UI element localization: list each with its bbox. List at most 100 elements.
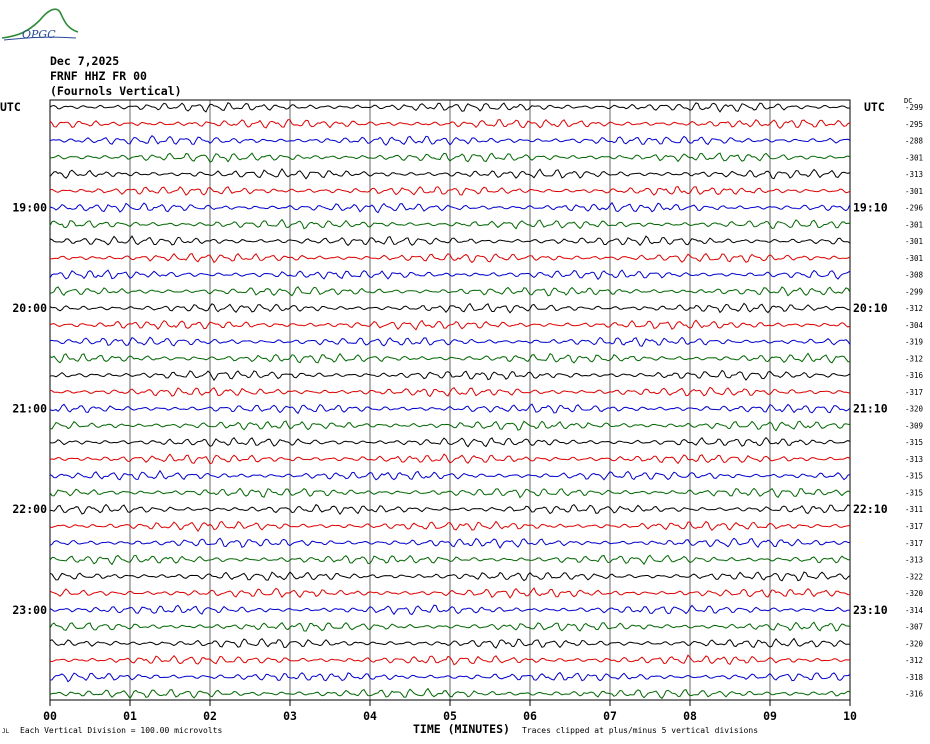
dc-offset-label: -312 — [905, 304, 923, 313]
dc-offset-label: -316 — [905, 690, 924, 699]
dc-offset-label: -314 — [905, 606, 924, 615]
right-time-label: 19:10 — [853, 201, 888, 215]
dc-offset-label: -318 — [905, 673, 924, 682]
seismic-trace — [49, 286, 851, 297]
seismic-trace — [49, 302, 851, 314]
seismic-trace — [49, 604, 851, 616]
left-time-label: 22:00 — [12, 502, 47, 516]
dc-offset-label: -313 — [905, 170, 923, 179]
dc-offset-label: -320 — [905, 589, 924, 598]
dc-offset-label: -308 — [905, 271, 924, 280]
dc-offset-label: -296 — [905, 204, 924, 213]
seismic-trace — [49, 152, 851, 163]
opgc-logo: OPGC — [0, 2, 80, 44]
dc-offset-label: -315 — [905, 438, 923, 447]
seismic-trace — [49, 386, 851, 398]
seismic-trace — [49, 134, 851, 146]
seismic-trace — [49, 503, 851, 516]
dc-offset-label: -301 — [905, 220, 923, 229]
utc-left-label: UTC — [0, 100, 21, 114]
left-time-label: 21:00 — [12, 402, 47, 416]
seismic-trace — [49, 118, 851, 129]
dc-offset-label: -307 — [905, 623, 923, 632]
x-tick-label: 10 — [843, 709, 857, 723]
seismic-trace — [49, 101, 851, 113]
dc-offset-label: -315 — [905, 488, 923, 497]
seismic-trace — [49, 235, 851, 247]
x-tick-label: 02 — [203, 709, 217, 723]
dc-offset-label: -317 — [905, 522, 923, 531]
seismic-trace — [49, 487, 851, 499]
seismic-trace — [49, 671, 851, 683]
seismic-trace — [49, 319, 851, 331]
x-axis-title: TIME (MINUTES) — [413, 722, 510, 736]
right-time-label: 22:10 — [853, 502, 888, 516]
plot-date: Dec 7,2025 — [50, 54, 120, 68]
x-tick-label: 00 — [43, 709, 57, 723]
utc-right-label: UTC — [864, 100, 885, 114]
seismic-trace — [49, 554, 850, 566]
seismic-trace — [49, 218, 851, 230]
dc-offset-label: -313 — [905, 455, 923, 464]
right-time-label: 23:10 — [853, 603, 888, 617]
seismic-trace — [49, 369, 851, 381]
seismic-trace — [49, 587, 851, 599]
seismic-trace — [49, 654, 851, 666]
right-time-label: 21:10 — [853, 402, 888, 416]
station-code: FRNF HHZ FR 00 — [50, 69, 147, 83]
seismic-trace — [49, 269, 851, 281]
seismic-trace — [49, 403, 851, 415]
seismic-trace — [49, 453, 851, 465]
dc-offset-label: -304 — [905, 321, 924, 330]
dc-offset-label: -295 — [905, 120, 923, 129]
dc-offset-label: -315 — [905, 472, 923, 481]
x-tick-label: 01 — [123, 709, 137, 723]
left-time-label: 20:00 — [12, 301, 47, 315]
seismic-trace — [49, 352, 851, 364]
dc-offset-label: -311 — [905, 505, 923, 514]
clip-note: Traces clipped at plus/minus 5 vertical … — [522, 726, 759, 735]
right-time-label: 20:10 — [853, 301, 888, 315]
x-tick-label: 05 — [443, 709, 457, 723]
dc-offset-label: -320 — [905, 405, 924, 414]
left-time-label: 19:00 — [12, 201, 47, 215]
left-time-label: 23:00 — [12, 603, 47, 617]
scale-note: Each Vertical Division = 100.00 microvol… — [20, 726, 223, 735]
dc-offset-label: -317 — [905, 388, 923, 397]
seismic-trace — [49, 186, 851, 196]
dc-offset-label: -320 — [905, 639, 924, 648]
dc-offset-label: -313 — [905, 556, 923, 565]
dc-offset-label: -309 — [905, 421, 923, 430]
seismic-trace — [49, 571, 851, 582]
seismic-trace — [49, 252, 851, 264]
seismic-trace — [49, 537, 851, 549]
seismic-trace — [49, 687, 851, 700]
x-tick-label: 06 — [523, 709, 537, 723]
seismic-trace — [49, 201, 851, 214]
station-location: (Fournols Vertical) — [50, 84, 182, 98]
seismic-trace — [49, 469, 851, 481]
dc-offset-label: -301 — [905, 237, 923, 246]
seismic-trace — [49, 637, 851, 649]
seismic-trace — [49, 621, 851, 632]
dc-offset-label: -301 — [905, 187, 923, 196]
x-tick-label: 03 — [283, 709, 297, 723]
dc-offset-label: -299 — [905, 287, 923, 296]
dc-offset-label: -312 — [905, 354, 923, 363]
dc-label: DC — [904, 97, 913, 105]
seismic-trace — [49, 167, 851, 180]
dc-offset-label: -312 — [905, 656, 923, 665]
dc-offset-label: -288 — [905, 137, 924, 146]
seismic-trace — [49, 420, 851, 432]
x-tick-label: 07 — [603, 709, 617, 723]
seismic-trace — [49, 336, 851, 347]
dc-offset-label: -299 — [905, 103, 923, 112]
x-tick-label: 08 — [683, 709, 697, 723]
seismic-trace — [49, 520, 851, 532]
dc-offset-label: -301 — [905, 153, 923, 162]
dc-offset-label: -322 — [905, 572, 923, 581]
seismic-trace — [49, 436, 851, 448]
dc-offset-label: -301 — [905, 254, 923, 263]
corner-mark: JL — [2, 728, 10, 735]
